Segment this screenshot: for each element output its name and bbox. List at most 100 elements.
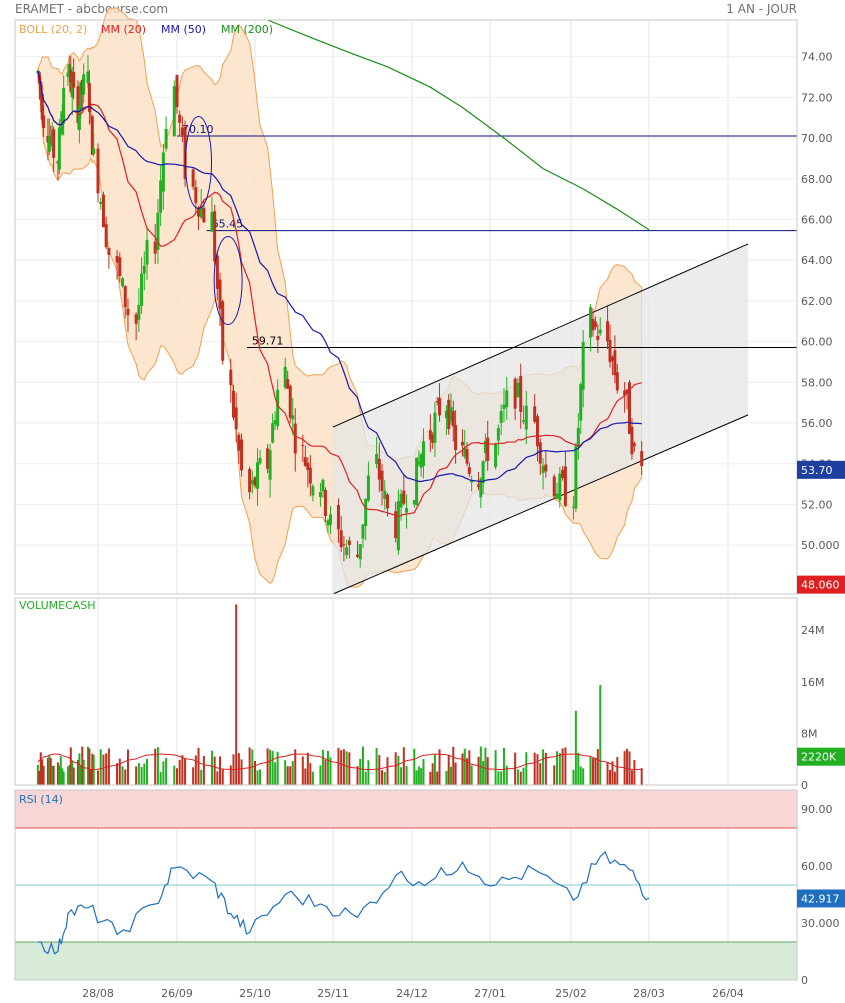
candle-body — [505, 390, 509, 408]
volume-tick-label: 8M — [801, 727, 818, 740]
candle-body — [449, 407, 453, 422]
candle-body — [266, 448, 270, 469]
volume-bar — [340, 750, 343, 785]
date-tick-label: 27/01 — [474, 987, 506, 1000]
candle-body — [90, 116, 94, 155]
volume-bar — [577, 752, 580, 785]
volume-bar — [422, 758, 425, 785]
candle-body — [460, 441, 464, 446]
volume-bar — [613, 771, 616, 785]
candle-body — [271, 423, 275, 443]
volume-bar — [556, 751, 559, 785]
volume-bar — [553, 765, 556, 785]
price-tick-label: 58.00 — [801, 376, 833, 389]
volume-bar — [274, 762, 277, 785]
indicator-label: MM (20) — [101, 23, 146, 36]
volume-bar — [394, 752, 397, 785]
volume-bar — [561, 748, 564, 785]
candle-body — [366, 475, 370, 501]
volume-bar — [301, 756, 304, 785]
volume-bar — [82, 759, 85, 785]
volume-bar — [502, 747, 505, 785]
candle-body — [593, 321, 597, 328]
candle-body — [375, 454, 379, 465]
volume-bar — [611, 761, 614, 785]
candle-body — [421, 441, 425, 466]
volume-bar — [367, 760, 370, 785]
candle-body — [101, 194, 105, 228]
candle-body — [76, 86, 80, 124]
volume-bar — [221, 768, 224, 785]
volume-bar — [438, 749, 441, 785]
volume-bar — [522, 767, 525, 785]
candle-body — [524, 405, 528, 430]
volume-bar — [61, 768, 64, 785]
volume-tick-label: 0 — [801, 779, 808, 792]
volume-bar — [97, 770, 99, 785]
candle-body — [234, 407, 238, 430]
volume-bar — [266, 748, 269, 785]
last-price-tag-text: 53.70 — [801, 464, 833, 477]
candle-body — [336, 504, 340, 530]
rsi-last-tag: 42.917 — [797, 889, 845, 908]
volume-bar — [58, 765, 61, 785]
volume-bar — [516, 769, 519, 785]
volume-bar — [582, 768, 585, 785]
indicator-label: BOLL (20, 2) — [19, 23, 87, 36]
volume-bar — [176, 768, 178, 785]
volume-bar — [52, 765, 55, 785]
volume-last-tag: 2220K — [797, 747, 845, 766]
volume-bar — [184, 758, 187, 785]
candle-body — [454, 425, 458, 451]
chart-title: ERAMET - abcbourse.com — [15, 2, 169, 16]
candle-body — [483, 440, 487, 454]
indicator-label: MM (200) — [221, 23, 273, 36]
volume-bar — [454, 762, 457, 785]
candle-body — [339, 530, 343, 548]
candle-body — [613, 350, 617, 376]
candle-body — [39, 81, 43, 98]
volume-bar — [200, 769, 203, 785]
volume-bar — [48, 754, 51, 785]
volume-bar — [79, 765, 82, 785]
volume-bar — [397, 755, 400, 785]
candle-body — [328, 514, 332, 525]
candle-body — [522, 420, 526, 422]
volume-bar — [159, 771, 162, 785]
volume-bar — [178, 759, 181, 785]
price-tick-label: 72.00 — [801, 91, 833, 104]
volume-bar — [99, 749, 102, 785]
volume-bar — [165, 758, 168, 785]
rsi-title: RSI (14) — [19, 793, 63, 806]
price-panel: 70.10 65.45 59.71 — [36, 7, 797, 595]
candle-body — [380, 470, 384, 491]
candle-body — [470, 480, 474, 483]
candle-body — [306, 462, 310, 470]
volume-bar — [429, 771, 432, 785]
volume-bar — [118, 758, 121, 785]
volume-title: VOLUMECASH — [19, 599, 96, 612]
candle-body — [66, 72, 70, 77]
candle-body — [303, 457, 307, 466]
panel-frame — [14, 597, 798, 786]
candle-body — [356, 554, 360, 557]
candle-body — [156, 212, 160, 250]
candle-body — [175, 75, 179, 108]
volume-bar — [470, 765, 473, 785]
candle-body — [126, 308, 130, 316]
volume-bar — [36, 764, 39, 785]
volume-bar — [259, 769, 262, 785]
volume-bar — [76, 759, 79, 785]
trend-channel-fill — [333, 243, 749, 595]
volume-bar — [640, 768, 643, 785]
candle-body — [630, 426, 634, 455]
rsi-tick-label: 30.000 — [801, 917, 840, 930]
candle-body — [402, 490, 406, 504]
candle-body — [229, 369, 233, 386]
candle-body — [415, 457, 419, 506]
candle-body — [52, 129, 56, 158]
candle-body — [221, 301, 225, 361]
volume-bar — [69, 747, 72, 785]
price-tick-label: 66.00 — [801, 213, 833, 226]
